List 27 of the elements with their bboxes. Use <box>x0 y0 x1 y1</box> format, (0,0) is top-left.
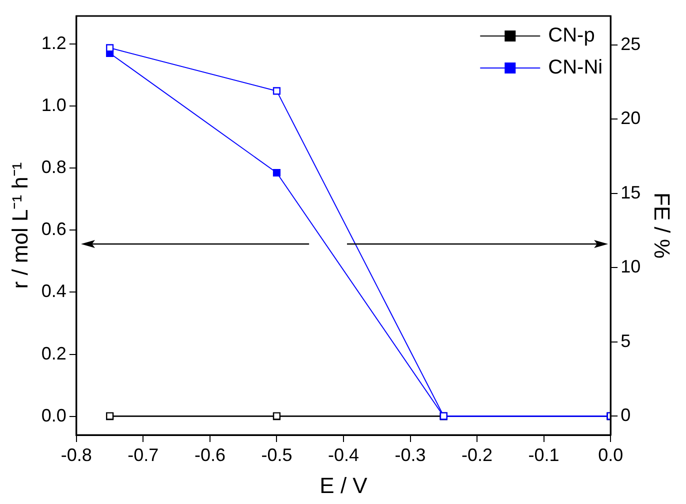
x-tick-label: -0.1 <box>528 444 560 465</box>
y-tick-label: 0.6 <box>41 219 66 240</box>
y-tick-label: 1.2 <box>41 32 66 53</box>
x-axis-title: E / V <box>320 472 368 498</box>
y-tick-label: 0.8 <box>41 157 66 178</box>
x-tick-label: -0.8 <box>60 444 92 465</box>
y2-tick-label: 0 <box>620 404 631 425</box>
x-tick-label: -0.4 <box>328 444 360 465</box>
y2-tick-label: 25 <box>620 34 641 54</box>
x-tick-label: -0.3 <box>394 444 426 465</box>
y2-tick-label: 15 <box>620 182 641 202</box>
y2-tick-label: 20 <box>620 108 641 128</box>
y-tick-label: 1.0 <box>41 94 66 115</box>
y-tick-label: 0.4 <box>41 281 66 302</box>
y-tick-label: 0.2 <box>41 343 66 364</box>
x-tick-label: -0.2 <box>462 444 493 465</box>
y2-tick-label: 10 <box>620 256 641 277</box>
x-tick-label: -0.5 <box>261 444 292 465</box>
y2-axis-title: FE / % <box>650 192 675 259</box>
x-tick-label: -0.6 <box>194 444 226 465</box>
y2-tick-label: 5 <box>620 330 631 351</box>
x-tick-label: -0.7 <box>128 444 159 465</box>
x-tick-label: 0.0 <box>598 444 624 465</box>
legend-label: CN-Ni <box>548 56 603 79</box>
y-tick-label: 0.0 <box>41 405 66 426</box>
legend-label: CN-p <box>548 24 595 47</box>
y-axis-title: r / mol L⁻¹ h⁻¹ <box>7 162 32 289</box>
